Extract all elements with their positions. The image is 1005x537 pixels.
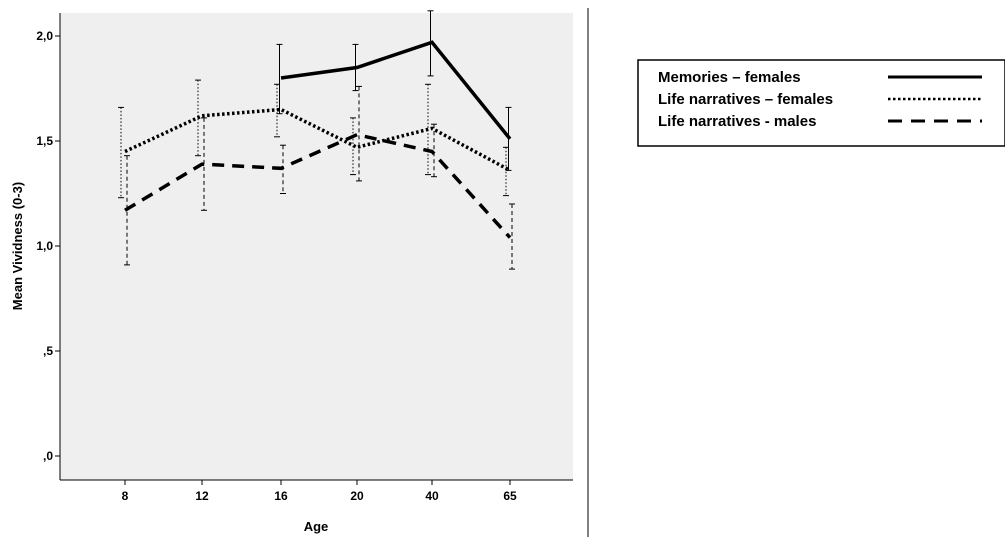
error-bar <box>280 144 286 194</box>
legend-label: Life narratives - males <box>658 113 816 130</box>
x-axis-ticks: 8 12 16 20 40 65 <box>122 480 517 503</box>
y-tick-label: 1,5 <box>36 134 53 148</box>
error-bar <box>195 79 201 157</box>
x-tick-label: 16 <box>274 489 288 503</box>
error-bar <box>503 146 509 197</box>
x-tick-label: 12 <box>195 489 209 503</box>
error-bar <box>124 155 130 266</box>
legend: Memories – females Life narratives – fema… <box>637 59 1005 147</box>
y-tick-label: 1,0 <box>36 239 53 253</box>
error-bar <box>118 106 124 199</box>
x-axis-title: Age <box>304 519 329 534</box>
error-bar <box>425 83 431 176</box>
series-lines <box>124 40 512 239</box>
legend-label: Life narratives – females <box>658 91 833 108</box>
error-bar <box>431 123 437 178</box>
y-tick-label: ,0 <box>43 449 53 463</box>
legend-box <box>637 59 1005 147</box>
y-tick-label: ,5 <box>43 344 53 358</box>
error-bar <box>201 117 207 211</box>
series-line-dotted <box>124 107 511 172</box>
y-tick-label: 2,0 <box>36 29 53 43</box>
x-tick-label: 65 <box>503 489 517 503</box>
x-tick-label: 8 <box>122 489 129 503</box>
error-bar <box>350 117 356 176</box>
x-tick-label: 40 <box>425 489 439 503</box>
series-line-solid <box>280 40 512 140</box>
plot-area <box>60 13 573 480</box>
x-tick-label: 20 <box>350 489 364 503</box>
y-axis-title: Mean Vividness (0-3) <box>10 182 25 310</box>
error-bar <box>274 83 280 138</box>
series-line-dashed <box>124 132 512 239</box>
error-bar <box>509 203 515 270</box>
legend-label: Memories – females <box>658 69 801 86</box>
error-bar <box>356 85 362 182</box>
y-axis-ticks: ,0 ,5 1,0 1,5 2,0 <box>36 29 60 463</box>
